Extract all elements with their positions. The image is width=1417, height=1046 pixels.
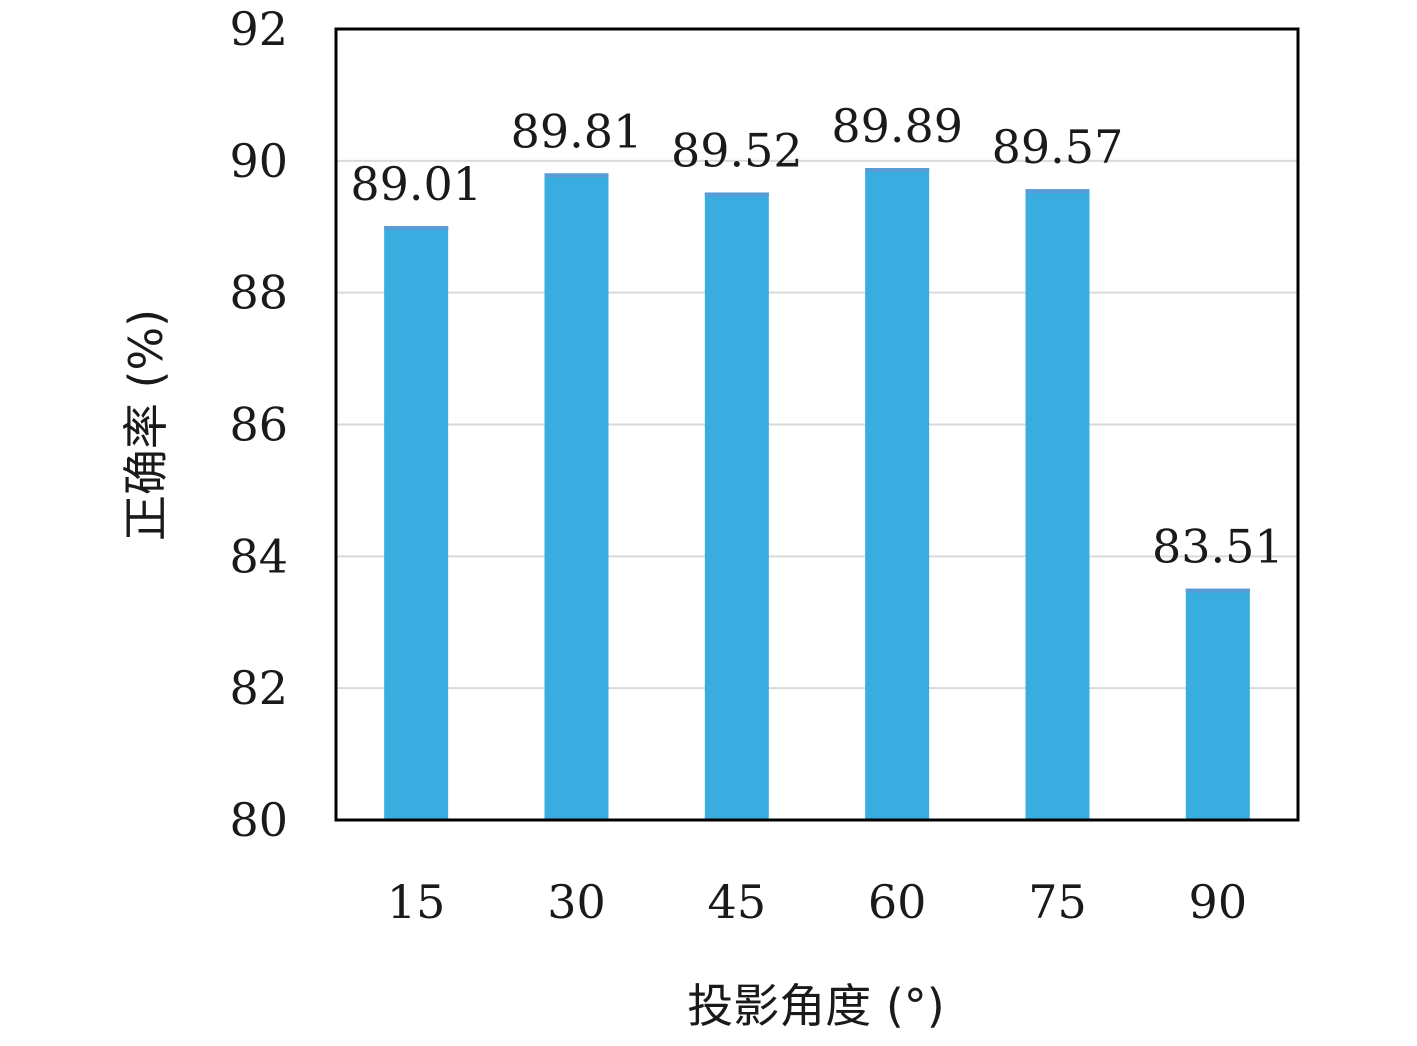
bar-top-edge bbox=[384, 226, 449, 231]
bar-top-edge bbox=[865, 168, 930, 173]
bar-top-edge bbox=[1185, 588, 1250, 593]
x-tick-labels: 15 30 45 60 75 90 bbox=[387, 875, 1247, 929]
bar-top-edge bbox=[544, 173, 609, 178]
data-label: 89.81 bbox=[511, 104, 643, 158]
data-label: 83.51 bbox=[1152, 520, 1284, 574]
y-tick-label: 80 bbox=[229, 793, 288, 847]
x-tick-label: 45 bbox=[708, 875, 767, 929]
bar bbox=[384, 226, 449, 821]
data-label: 89.52 bbox=[671, 123, 803, 177]
x-axis-title: 投影角度 (°) bbox=[687, 979, 945, 1033]
x-tick-label: 75 bbox=[1028, 875, 1087, 929]
bar bbox=[704, 192, 769, 820]
data-label: 89.01 bbox=[350, 157, 482, 211]
x-tick-label: 15 bbox=[387, 875, 446, 929]
y-tick-label: 84 bbox=[229, 529, 288, 583]
y-tick-label: 88 bbox=[229, 266, 288, 320]
x-tick-label: 60 bbox=[868, 875, 927, 929]
bar-top-edge bbox=[1025, 189, 1090, 194]
bars bbox=[384, 168, 1250, 821]
data-label: 89.57 bbox=[992, 120, 1124, 174]
x-tick-label: 90 bbox=[1189, 875, 1248, 929]
bar-top-edge bbox=[704, 192, 769, 197]
y-tick-label: 86 bbox=[229, 398, 288, 452]
y-tick-label: 90 bbox=[229, 134, 288, 188]
y-axis-title: 正确率 (%) bbox=[119, 309, 173, 541]
bar bbox=[544, 173, 609, 821]
gridlines bbox=[336, 159, 1298, 690]
y-tick-label: 82 bbox=[229, 661, 288, 715]
plot-frame bbox=[334, 27, 1300, 822]
data-labels: 89.01 89.81 89.52 89.89 89.57 83.51 bbox=[350, 99, 1283, 574]
bar bbox=[1025, 189, 1090, 821]
bar bbox=[865, 168, 930, 820]
y-tick-label: 92 bbox=[229, 2, 288, 56]
y-tick-labels: 80 82 84 86 88 90 92 bbox=[229, 2, 288, 847]
data-label: 89.89 bbox=[831, 99, 963, 153]
bar bbox=[1185, 588, 1250, 820]
plot-border bbox=[334, 27, 1300, 822]
x-tick-label: 30 bbox=[547, 875, 606, 929]
